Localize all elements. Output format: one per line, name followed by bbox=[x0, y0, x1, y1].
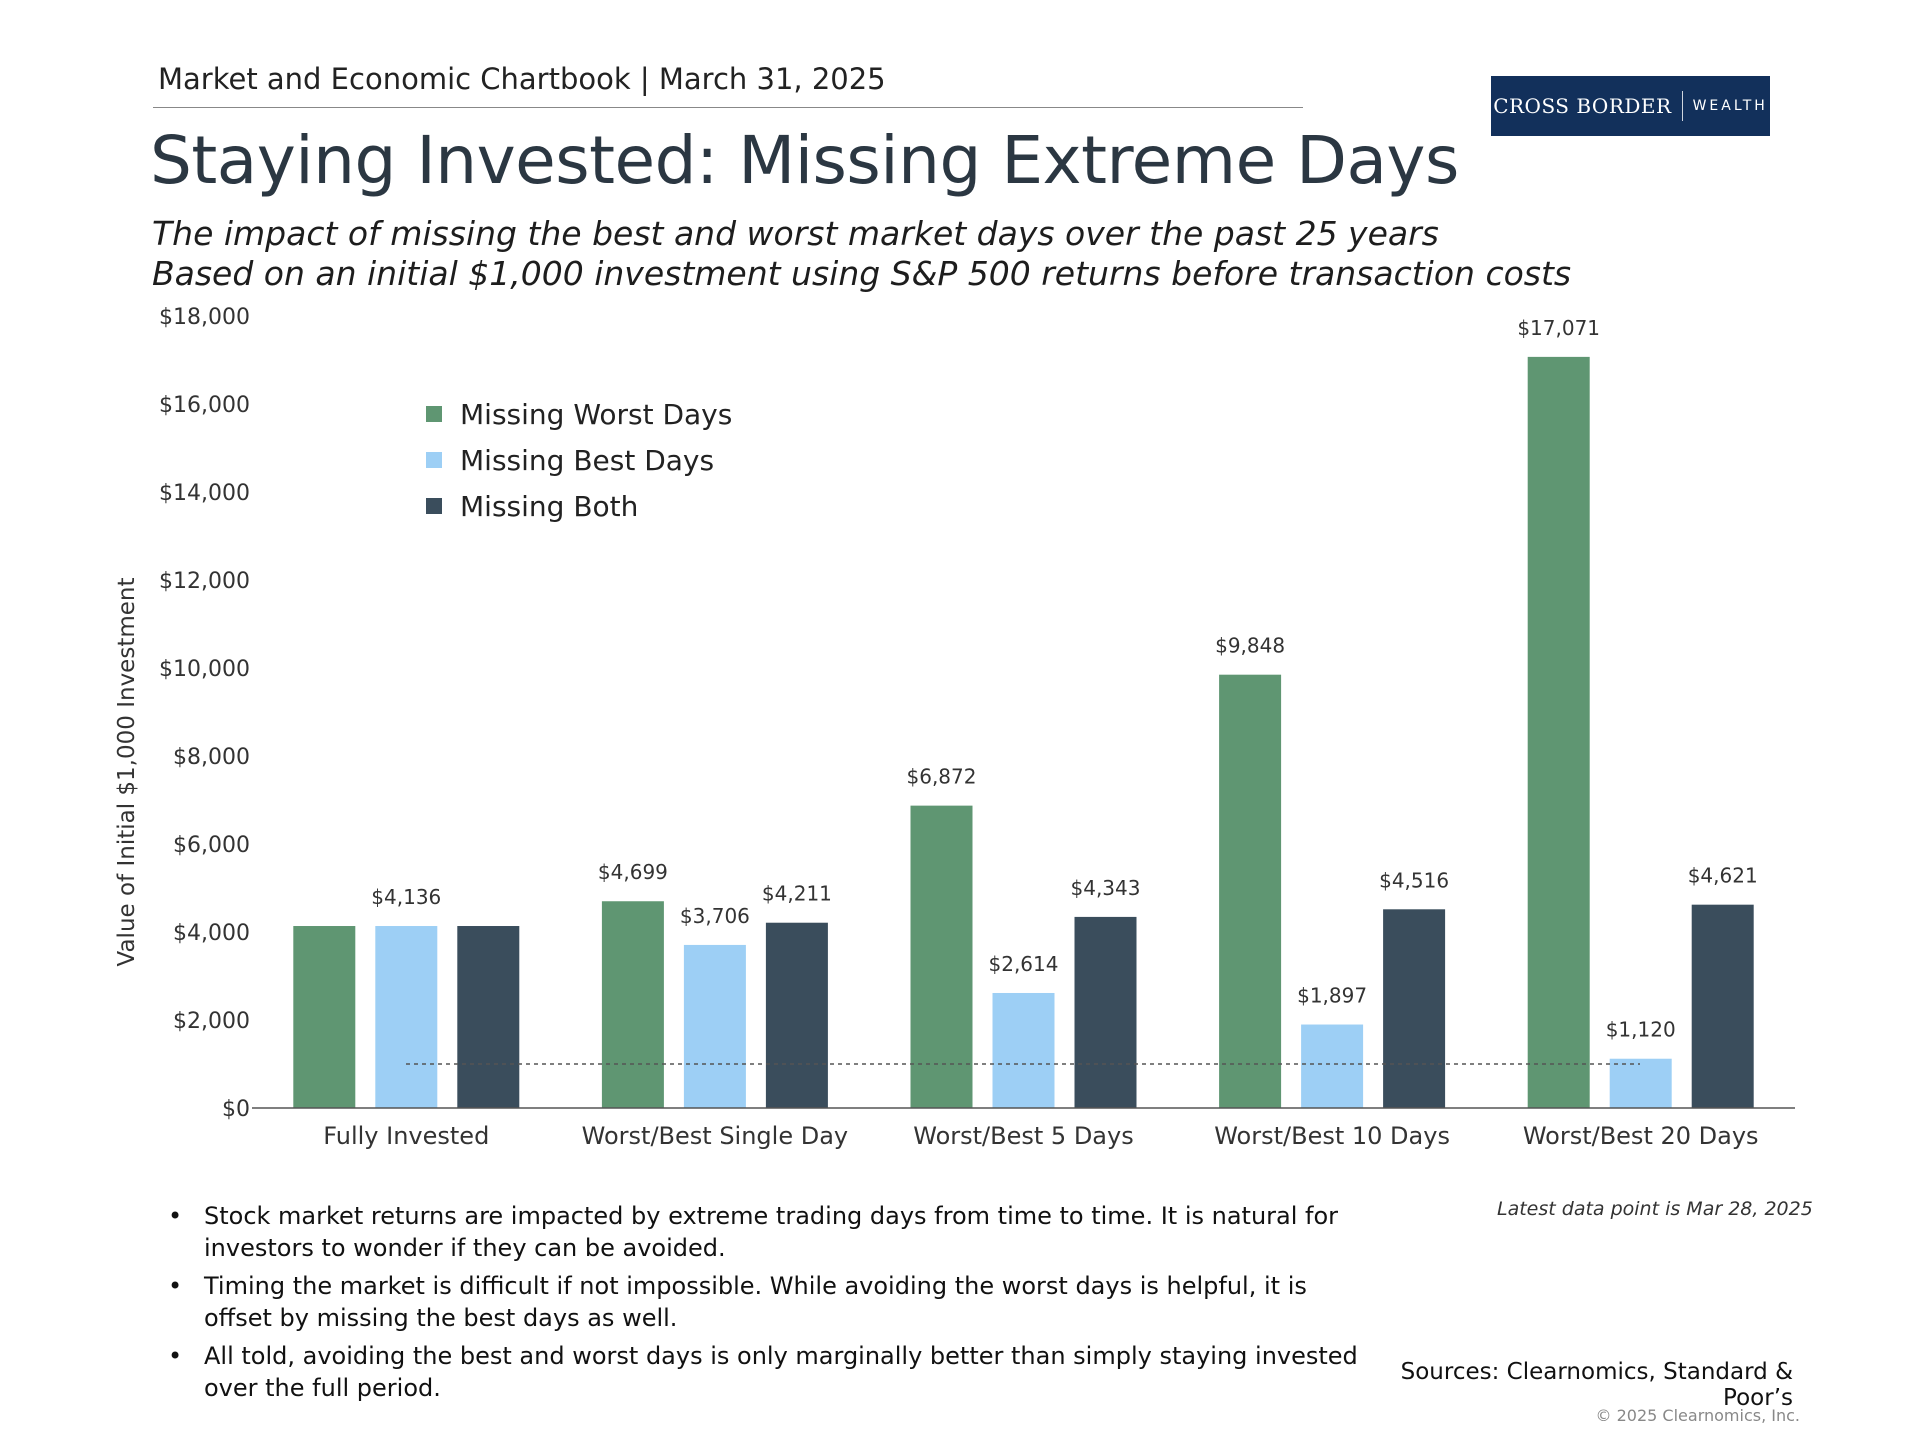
category-label: Worst/Best 20 Days bbox=[1523, 1122, 1759, 1150]
data-label: $4,343 bbox=[1071, 876, 1141, 900]
bar bbox=[910, 805, 973, 1108]
legend-label: Missing Worst Days bbox=[460, 398, 732, 431]
data-label: $4,621 bbox=[1688, 864, 1758, 888]
bar bbox=[1219, 674, 1282, 1108]
category-label: Fully Invested bbox=[323, 1122, 489, 1150]
data-label: $1,897 bbox=[1297, 984, 1367, 1008]
y-tick-label: $4,000 bbox=[173, 921, 250, 946]
data-label: $17,071 bbox=[1517, 316, 1600, 340]
bar bbox=[1074, 916, 1137, 1108]
y-tick-label: $18,000 bbox=[159, 305, 250, 330]
data-label: $3,706 bbox=[680, 904, 750, 928]
bullet-item: All told, avoiding the best and worst da… bbox=[168, 1340, 1368, 1404]
bar bbox=[1691, 904, 1754, 1108]
bar bbox=[293, 926, 356, 1108]
legend-label: Missing Best Days bbox=[460, 444, 714, 477]
latest-data-note: Latest data point is Mar 28, 2025 bbox=[1497, 1198, 1813, 1220]
bullet-item: Timing the market is difficult if not im… bbox=[168, 1270, 1368, 1334]
data-label: $1,120 bbox=[1606, 1018, 1676, 1042]
data-label: $4,699 bbox=[598, 860, 668, 884]
logo-main-text: CROSS BORDER bbox=[1493, 94, 1672, 118]
bar bbox=[765, 922, 828, 1108]
y-tick-label: $6,000 bbox=[173, 833, 250, 858]
y-tick-label: $16,000 bbox=[159, 393, 250, 418]
legend-swatch bbox=[426, 498, 442, 514]
bar bbox=[375, 926, 438, 1108]
bullet-item: Stock market returns are impacted by ext… bbox=[168, 1200, 1368, 1264]
bar bbox=[1383, 909, 1446, 1108]
page-subtitle: The impact of missing the best and worst… bbox=[152, 214, 1571, 294]
data-label: $9,848 bbox=[1215, 634, 1285, 658]
brand-logo: CROSS BORDER WEALTH bbox=[1491, 76, 1770, 136]
legend-swatch bbox=[426, 406, 442, 422]
category-label: Worst/Best 5 Days bbox=[913, 1122, 1133, 1150]
sources-text: Sources: Clearnomics, Standard & Poor’s bbox=[1400, 1359, 1793, 1411]
legend-swatch bbox=[426, 452, 442, 468]
bar bbox=[992, 992, 1055, 1108]
data-label: $2,614 bbox=[989, 952, 1059, 976]
category-label: Worst/Best 10 Days bbox=[1214, 1122, 1450, 1150]
y-tick-label: $12,000 bbox=[159, 569, 250, 594]
bar bbox=[1527, 356, 1590, 1109]
data-label: $6,872 bbox=[907, 765, 977, 789]
bar bbox=[683, 944, 746, 1108]
logo-divider bbox=[1681, 91, 1683, 121]
y-tick-label: $0 bbox=[222, 1097, 250, 1122]
y-tick-label: $14,000 bbox=[159, 481, 250, 506]
legend-label: Missing Both bbox=[460, 490, 638, 523]
y-tick-label: $2,000 bbox=[173, 1009, 250, 1034]
bullet-list: Stock market returns are impacted by ext… bbox=[168, 1200, 1368, 1410]
y-tick-label: $10,000 bbox=[159, 657, 250, 682]
subtitle-line-1: The impact of missing the best and worst… bbox=[152, 214, 1439, 253]
logo-sub-text: WEALTH bbox=[1692, 98, 1768, 114]
bar bbox=[601, 901, 664, 1108]
y-axis-label: Value of Initial $1,000 Investment bbox=[114, 578, 140, 967]
copyright-text: © 2025 Clearnomics, Inc. bbox=[1595, 1406, 1800, 1425]
data-label: $4,211 bbox=[762, 882, 832, 906]
data-label: $4,136 bbox=[371, 885, 441, 909]
page-title: Staying Invested: Missing Extreme Days bbox=[150, 122, 1459, 199]
category-label: Worst/Best Single Day bbox=[582, 1122, 848, 1150]
subtitle-line-2: Based on an initial $1,000 investment us… bbox=[152, 254, 1572, 293]
bar bbox=[1609, 1058, 1672, 1108]
chartbook-header: Market and Economic Chartbook | March 31… bbox=[158, 62, 886, 96]
y-tick-label: $8,000 bbox=[173, 745, 250, 770]
data-label: $4,516 bbox=[1379, 868, 1449, 892]
bar bbox=[457, 926, 520, 1108]
header-divider bbox=[153, 107, 1303, 108]
bar bbox=[1301, 1024, 1364, 1108]
